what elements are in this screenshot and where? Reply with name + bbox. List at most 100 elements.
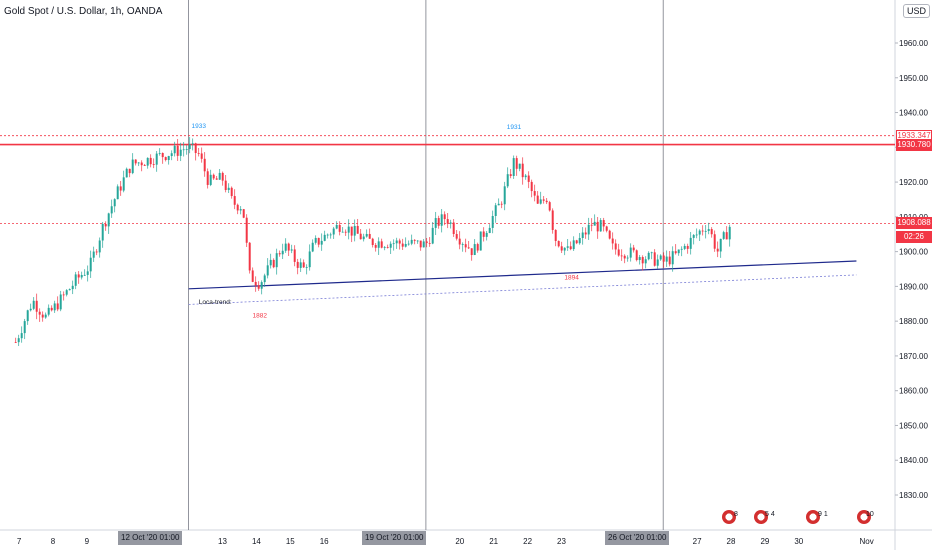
candle-body xyxy=(56,303,59,310)
candle-body xyxy=(230,187,233,197)
candle-body xyxy=(710,229,713,235)
candle-body xyxy=(683,245,686,249)
economic-event-flag-icon[interactable] xyxy=(857,510,871,524)
candle-body xyxy=(263,275,266,283)
candle-body xyxy=(149,157,152,165)
candle-body xyxy=(470,248,473,256)
candle-body xyxy=(275,253,278,268)
time-tick-label: 14 xyxy=(252,537,261,546)
candle-body xyxy=(317,237,320,245)
candle-body xyxy=(587,224,590,235)
price-tick-label: 1920.00 xyxy=(899,178,928,187)
candle-body xyxy=(59,294,62,310)
candle-body xyxy=(170,153,173,157)
time-tag-12-oct: 12 Oct '20 01:00 xyxy=(118,531,183,545)
candle-body xyxy=(128,168,131,174)
event-count: 10 xyxy=(866,511,874,518)
candle-body xyxy=(539,199,542,204)
price-tick-label: 1850.00 xyxy=(899,421,928,430)
time-tick-label: 22 xyxy=(523,537,532,546)
candle-body xyxy=(77,274,80,278)
candle-body xyxy=(668,256,671,265)
candle-body xyxy=(437,218,440,226)
candle-body xyxy=(269,259,272,266)
candle-body xyxy=(632,247,635,251)
candle-body xyxy=(494,205,497,216)
candle-body xyxy=(167,156,170,161)
candle-body xyxy=(260,282,263,289)
candle-body xyxy=(74,274,77,286)
candle-body xyxy=(464,244,467,248)
candle-body xyxy=(116,186,119,200)
candle-body xyxy=(20,333,23,339)
candle-body xyxy=(329,234,332,236)
currency-selector-button[interactable]: USD xyxy=(903,4,931,18)
candle-body xyxy=(659,255,662,260)
candle-body xyxy=(38,311,41,315)
candle-body xyxy=(146,157,149,166)
candle-body xyxy=(581,232,584,238)
economic-event-flag-icon[interactable] xyxy=(754,510,768,524)
candle-body xyxy=(374,244,377,248)
candle-body xyxy=(221,172,224,181)
candle-body xyxy=(695,234,698,236)
candle-body xyxy=(440,214,443,226)
candle-body xyxy=(296,261,299,268)
candle-body xyxy=(650,252,653,254)
time-tick-label: 29 xyxy=(760,537,769,546)
candle-body xyxy=(428,243,431,244)
candle-body xyxy=(569,246,572,250)
time-tick-label: 27 xyxy=(693,537,702,546)
time-tag-26-oct: 26 Oct '20 01:00 xyxy=(605,531,670,545)
candle-body xyxy=(698,230,701,235)
candle-body xyxy=(209,174,212,185)
candle-body xyxy=(161,153,164,158)
candle-body xyxy=(203,158,206,172)
candle-body xyxy=(542,199,545,201)
time-tick-label: 30 xyxy=(794,537,803,546)
candle-body xyxy=(35,300,38,312)
candle-body xyxy=(293,249,296,262)
candle-body xyxy=(254,281,257,286)
candle-body xyxy=(530,181,533,192)
time-tag-19-oct: 19 Oct '20 01:00 xyxy=(362,531,427,545)
candle-body xyxy=(359,233,362,240)
candle-body xyxy=(476,244,479,251)
candle-body xyxy=(332,228,335,235)
candle-body xyxy=(686,245,689,249)
candle-body xyxy=(215,178,218,180)
candle-body xyxy=(68,289,71,291)
event-count: 8 xyxy=(734,511,738,518)
candle-body xyxy=(410,239,413,244)
candle-body xyxy=(86,271,89,275)
economic-event-flag-icon[interactable] xyxy=(806,510,820,524)
candle-body xyxy=(446,219,449,224)
event-count: 9 1 xyxy=(818,511,828,518)
candle-body xyxy=(497,203,500,206)
candle-body xyxy=(125,168,128,178)
candle-body xyxy=(515,158,518,169)
candle-body xyxy=(344,231,347,233)
price-tick-label: 1830.00 xyxy=(899,491,928,500)
candle-body xyxy=(122,177,125,191)
candle-body xyxy=(320,240,323,245)
candle-body xyxy=(692,235,695,238)
candle-body xyxy=(218,172,221,180)
candle-body xyxy=(377,241,380,248)
candle-body xyxy=(500,203,503,205)
candle-body xyxy=(284,243,287,251)
candle-body xyxy=(305,267,308,268)
candle-body xyxy=(119,186,122,191)
candle-body xyxy=(134,159,137,164)
candle-body xyxy=(368,233,371,239)
candle-body xyxy=(593,221,596,226)
candle-body xyxy=(722,232,725,239)
candle-body xyxy=(29,308,32,311)
candle-body xyxy=(356,225,359,234)
time-tick-label: 8 xyxy=(51,537,56,546)
economic-event-flag-icon[interactable] xyxy=(722,510,736,524)
candle-body xyxy=(644,259,647,264)
candle-body xyxy=(71,285,74,290)
candle-body xyxy=(461,244,464,245)
